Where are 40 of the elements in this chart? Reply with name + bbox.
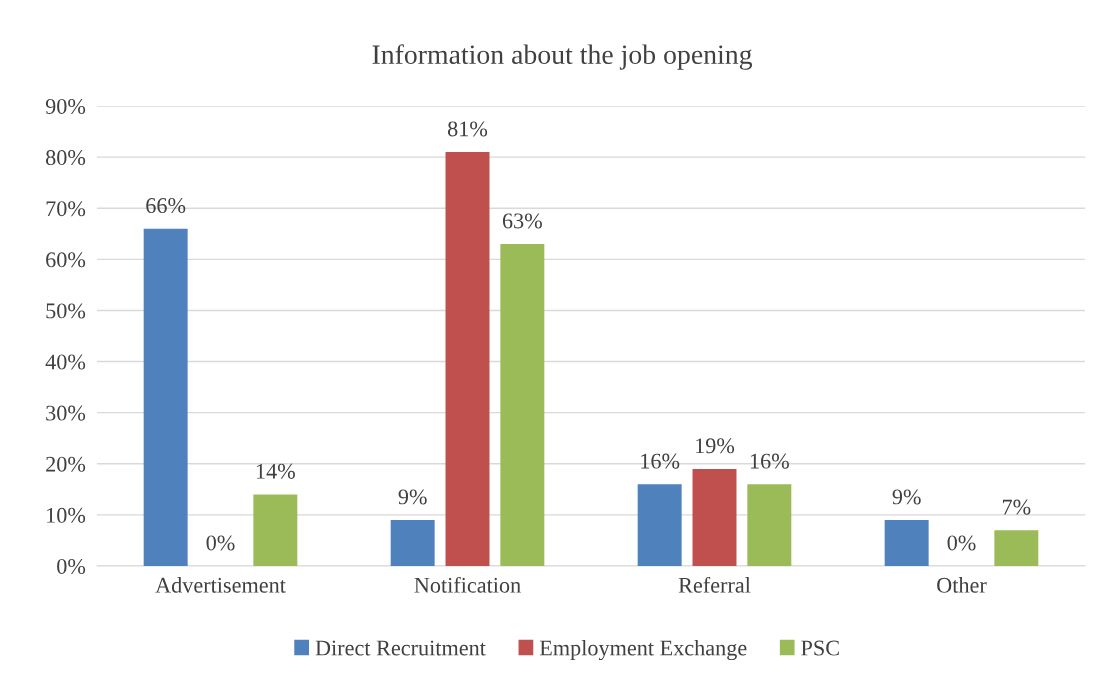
y-tick-label: 80%	[46, 150, 86, 166]
data-label: 66%	[146, 198, 186, 214]
bar	[692, 468, 737, 566]
bar	[637, 484, 682, 566]
y-tick-label: 60%	[46, 252, 86, 268]
data-label: 9%	[398, 489, 427, 505]
x-tick-label: Advertisement	[155, 577, 286, 593]
y-tick-label: 70%	[46, 201, 86, 217]
legend-label: Employment Exchange	[539, 639, 747, 661]
bar	[253, 494, 298, 566]
data-label: 81%	[447, 121, 488, 137]
bar	[390, 520, 435, 566]
y-tick-label: 90%	[45, 98, 86, 114]
y-tick-label: 30%	[46, 405, 86, 421]
data-label: 16%	[641, 453, 680, 469]
y-tick-label: 50%	[46, 303, 86, 319]
data-label: 63%	[502, 213, 542, 229]
y-tick-label: 0%	[57, 558, 86, 574]
y-tick-label: 20%	[46, 456, 86, 472]
x-tick-label: Other	[937, 577, 987, 593]
bar	[500, 244, 545, 566]
bar	[884, 520, 929, 566]
legend-label: Direct Recruitment	[315, 640, 486, 656]
bar	[994, 530, 1039, 566]
legend-label: PSC	[801, 640, 839, 656]
chart-title: Information about the job opening	[372, 44, 753, 70]
y-tick-label: 40%	[45, 354, 86, 370]
data-label: 0%	[947, 535, 976, 551]
bar	[143, 228, 188, 566]
bar	[747, 484, 792, 566]
data-label: 0%	[206, 535, 235, 551]
x-tick-label: Notification	[414, 576, 521, 593]
y-tick-label: 10%	[47, 507, 86, 523]
bar	[445, 152, 490, 566]
data-label: 7%	[1002, 499, 1031, 515]
data-label: 14%	[256, 463, 295, 479]
data-label: 16%	[750, 453, 789, 469]
data-label: 9%	[892, 489, 921, 505]
data-label: 19%	[696, 438, 735, 454]
x-tick-label: Referral	[678, 576, 751, 593]
